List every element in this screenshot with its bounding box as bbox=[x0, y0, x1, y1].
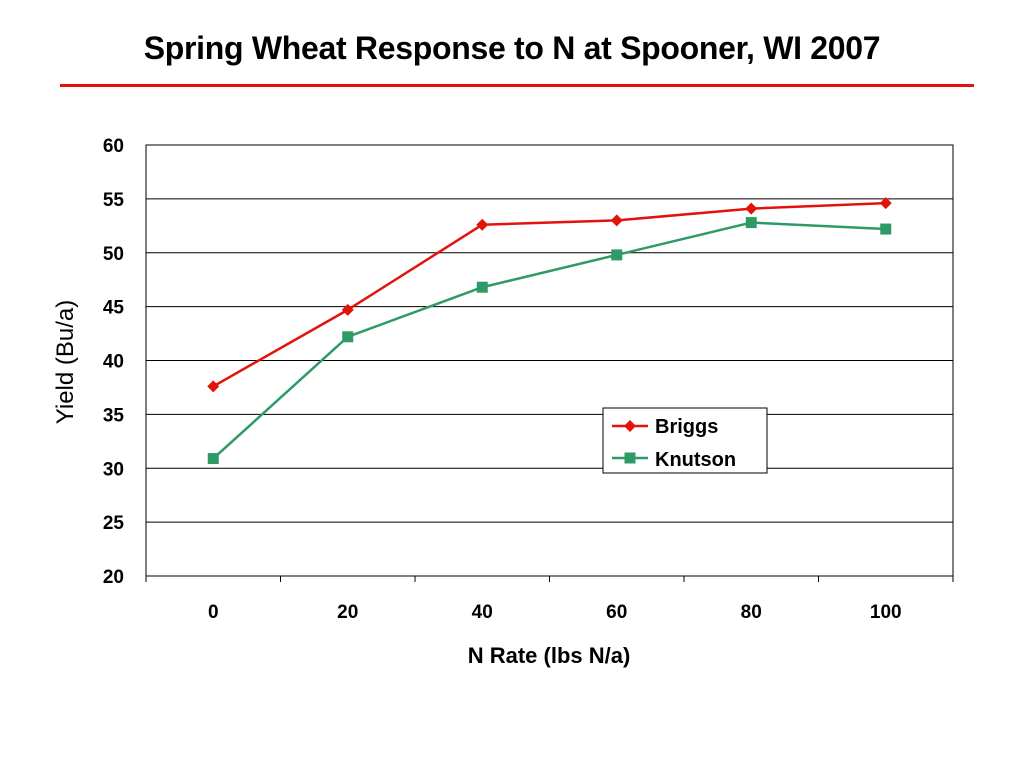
series-line-briggs bbox=[212, 201, 886, 388]
x-axis-title: N Rate (lbs N/a) bbox=[468, 643, 631, 668]
data-point-briggs bbox=[476, 218, 489, 231]
x-tick-label: 80 bbox=[741, 602, 762, 623]
y-tick-label: 55 bbox=[103, 190, 125, 211]
gridlines bbox=[146, 198, 953, 523]
data-point-briggs bbox=[341, 303, 354, 316]
x-tick-label: 40 bbox=[472, 602, 493, 623]
data-point-briggs bbox=[879, 197, 892, 210]
series-lines bbox=[207, 197, 892, 465]
data-point-knutson bbox=[342, 331, 354, 343]
legend-marker-briggs bbox=[624, 420, 636, 432]
y-tick-label: 60 bbox=[103, 136, 124, 157]
data-point-knutson bbox=[207, 453, 219, 465]
legend-label-briggs: Briggs bbox=[655, 416, 718, 438]
legend-marker-knutson bbox=[624, 452, 636, 464]
y-axis-ticks: 20 25 30 35 40 45 50 55 60 bbox=[103, 136, 125, 588]
data-point-knutson bbox=[476, 281, 488, 293]
data-point-briggs bbox=[610, 214, 623, 227]
data-point-knutson bbox=[745, 217, 757, 229]
slide-title: Spring Wheat Response to N at Spooner, W… bbox=[143, 30, 881, 66]
x-tick-label: 0 bbox=[208, 602, 219, 623]
series-line-knutson bbox=[212, 221, 886, 460]
title-rule bbox=[60, 84, 974, 87]
data-point-knutson bbox=[880, 223, 892, 235]
legend-label-knutson: Knutson bbox=[655, 449, 736, 471]
y-tick-label: 35 bbox=[103, 405, 125, 426]
y-tick-label: 20 bbox=[103, 567, 124, 588]
x-tick-label: 20 bbox=[337, 602, 358, 623]
legend: Briggs Knutson bbox=[602, 407, 768, 474]
x-tick-label: 100 bbox=[870, 602, 902, 623]
data-point-knutson bbox=[611, 249, 623, 261]
x-tick-label: 60 bbox=[606, 602, 627, 623]
y-tick-label: 30 bbox=[103, 459, 124, 480]
y-tick-label: 50 bbox=[103, 244, 124, 265]
y-tick-label: 25 bbox=[103, 513, 125, 534]
data-point-briggs bbox=[745, 202, 758, 215]
y-axis-title: Yield (Bu/a) bbox=[52, 300, 79, 425]
x-axis-ticks: 0 20 40 60 80 100 bbox=[145, 576, 954, 623]
data-point-briggs bbox=[207, 380, 220, 393]
y-tick-label: 40 bbox=[103, 352, 124, 373]
y-tick-label: 45 bbox=[103, 298, 125, 319]
